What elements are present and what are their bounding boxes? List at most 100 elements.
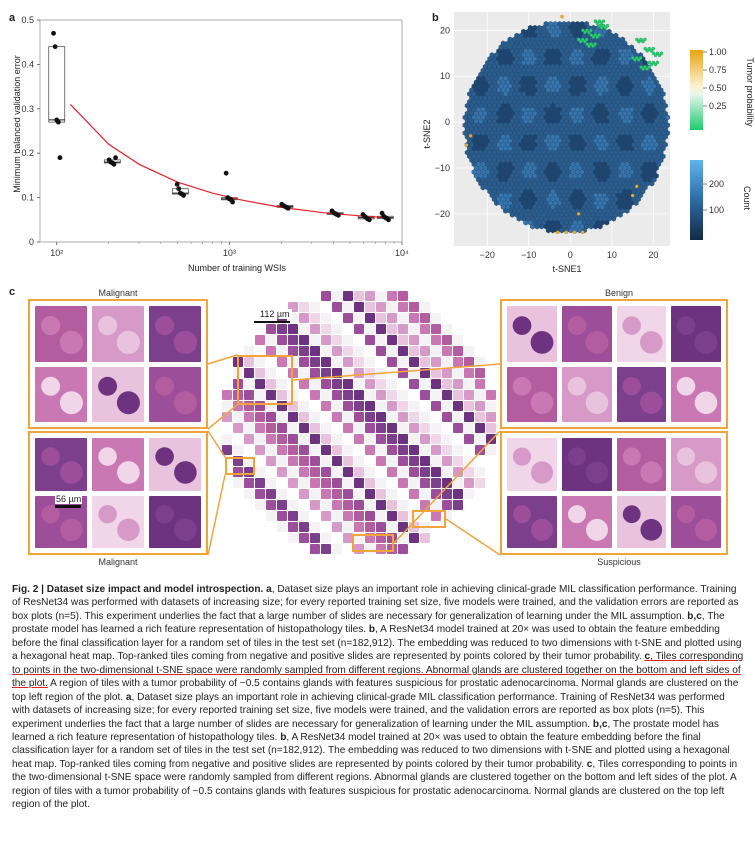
panel-b-high-probability-point [464, 143, 469, 147]
mosaic-tile [299, 533, 309, 543]
mosaic-tile [420, 467, 430, 477]
panel-b-hex-cell [597, 223, 603, 230]
mosaic-tile [310, 533, 320, 543]
mosaic-tile [299, 379, 309, 389]
mosaic-tile [332, 478, 342, 488]
mosaic-tile [299, 313, 309, 323]
mosaic-tile [321, 401, 331, 411]
mosaic-tile [365, 390, 375, 400]
mosaic-tile [255, 368, 265, 378]
mosaic-tile [332, 544, 342, 554]
mosaic-tile [442, 445, 452, 455]
panel-a-data-point [113, 155, 118, 161]
mosaic-tile [288, 478, 298, 488]
histology-tile [92, 495, 144, 548]
mosaic-tile [321, 302, 331, 312]
mosaic-tile [288, 522, 298, 532]
panel-b-y-axis-label: t-SNE2 [422, 119, 432, 148]
caption-label-bc-repeat: b,c [592, 718, 608, 730]
mosaic-tile [266, 423, 276, 433]
mosaic-tile [442, 489, 452, 499]
mosaic-tile [420, 390, 430, 400]
panel-b-low-probability-point [643, 37, 647, 42]
mosaic-tile [255, 500, 265, 510]
mosaic-tile [365, 368, 375, 378]
scale-bar-label-112: 112 µm [258, 309, 292, 319]
tile-grid-benign [500, 299, 728, 429]
mosaic-tile [475, 412, 485, 422]
mosaic-tile [277, 379, 287, 389]
mosaic-tile [321, 324, 331, 334]
mosaic-tile [277, 412, 287, 422]
mosaic-tile [266, 478, 276, 488]
mosaic-tile [310, 434, 320, 444]
mosaic-tile [387, 390, 397, 400]
mosaic-tile [365, 401, 375, 411]
scale-bar-56 [55, 505, 81, 508]
mosaic-tile [442, 434, 452, 444]
mosaic-tile [486, 434, 496, 444]
panel-a-y-tick-label: 0.5 [21, 15, 34, 25]
mosaic-tile [420, 368, 430, 378]
panel-a-y-tick-label: 0.3 [21, 104, 34, 114]
mosaic-tile [376, 324, 386, 334]
mosaic-tile [387, 379, 397, 389]
mosaic-tile [332, 445, 342, 455]
panel-b-x-tick-label: 20 [648, 250, 658, 260]
mosaic-tile [409, 434, 419, 444]
histology-tile [149, 366, 201, 422]
panel-b-y-tick-label: 0 [445, 117, 450, 127]
mosaic-tile [475, 423, 485, 433]
mosaic-tile [376, 357, 386, 367]
mosaic-tile [299, 346, 309, 356]
mosaic-tile [255, 456, 265, 466]
mosaic-tile [222, 412, 232, 422]
panel-a-data-point [335, 212, 341, 218]
caption-label-a-repeat: a [125, 691, 132, 703]
mosaic-tile [409, 478, 419, 488]
mosaic-tile [299, 335, 309, 345]
panel-b-hex-cell [649, 180, 655, 187]
mosaic-tile [288, 357, 298, 367]
mosaic-tile [398, 346, 408, 356]
panel-b-high-probability-point [635, 184, 639, 189]
mosaic-tile [310, 456, 320, 466]
mosaic-tile [464, 467, 474, 477]
tumor-probability-tick-label: 0.25 [709, 101, 727, 111]
mosaic-tile [255, 423, 265, 433]
mosaic-tile [321, 544, 331, 554]
mosaic-tile [354, 291, 364, 301]
caption-label-a: a [266, 584, 272, 595]
mosaic-tile [398, 313, 408, 323]
mosaic-tile [288, 302, 298, 312]
mosaic-tile [365, 379, 375, 389]
panel-a-y-tick-label: 0 [29, 237, 34, 247]
mosaic-tile [310, 412, 320, 422]
mosaic-tile [277, 346, 287, 356]
mosaic-tile [398, 445, 408, 455]
mosaic-tile [321, 357, 331, 367]
mosaic-tile [332, 511, 342, 521]
mosaic-tile [255, 357, 265, 367]
caption-b-text-repeat: , A ResNet34 model trained at 20× was us… [12, 731, 730, 770]
panel-a-data-point [386, 217, 391, 223]
mosaic-tile [464, 357, 474, 367]
mosaic-tile [277, 522, 287, 532]
mosaic-tile [288, 368, 298, 378]
mosaic-tile [222, 445, 232, 455]
panel-a-data-point [174, 181, 180, 187]
mosaic-tile [288, 346, 298, 356]
mosaic-tile [277, 456, 287, 466]
mosaic-tile [442, 379, 452, 389]
mosaic-tile [376, 456, 386, 466]
mosaic-tile [387, 467, 397, 477]
panel-b-high-probability-point [630, 193, 635, 198]
mosaic-tile [453, 335, 463, 345]
mosaic-tile [233, 434, 243, 444]
mosaic-tile [266, 335, 276, 345]
mosaic-tile [387, 522, 397, 532]
mosaic-tile [288, 500, 298, 510]
mosaic-tile [310, 544, 320, 554]
mosaic-tile [442, 412, 452, 422]
mosaic-tile [354, 489, 364, 499]
